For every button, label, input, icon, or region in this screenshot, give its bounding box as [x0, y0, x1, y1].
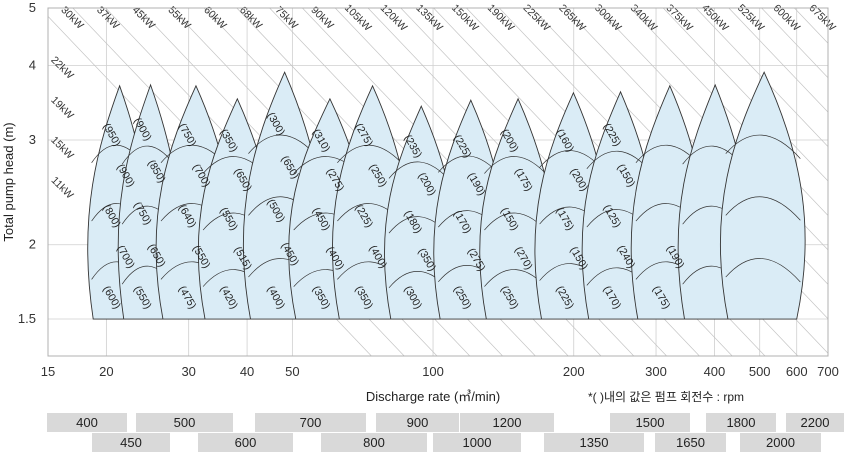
model-box: [544, 433, 644, 452]
speed-curve: [725, 258, 801, 283]
power-label: 135kW: [413, 2, 445, 34]
power-label: 15kW: [48, 134, 76, 162]
model-legend: 400 500 700 900 1200 1500 1800 2200 450 600 800 100…: [47, 413, 844, 452]
model-label: 2200: [801, 415, 830, 430]
model-label: 600: [235, 435, 257, 450]
power-label: 675kW: [806, 2, 838, 34]
model-box: [655, 433, 726, 452]
x-tick-label: 600: [786, 364, 808, 379]
y-tick-label: 4: [29, 58, 36, 73]
model-box: [786, 413, 844, 432]
model-label: 1000: [463, 435, 492, 450]
pump-region-2200: [719, 71, 806, 320]
model-label: 900: [407, 415, 429, 430]
model-label: 1800: [727, 415, 756, 430]
power-label: 105kW: [342, 2, 374, 34]
power-line: [728, 8, 828, 113]
speed-curve: [484, 156, 551, 179]
power-label: 600kW: [771, 2, 803, 34]
model-box: [433, 433, 521, 452]
x-tick-label: 15: [41, 364, 55, 379]
x-tick-label: 400: [704, 364, 726, 379]
model-label: 700: [300, 415, 322, 430]
model-label: 1200: [493, 415, 522, 430]
x-tick-label: 50: [285, 364, 299, 379]
x-tick-label: 40: [240, 364, 254, 379]
power-line: [662, 8, 828, 182]
power-label: 450kW: [699, 2, 731, 34]
model-box: [47, 413, 127, 432]
model-box: [460, 413, 554, 432]
model-box: [136, 413, 233, 432]
model-box: [706, 413, 776, 432]
x-tick-label: 200: [563, 364, 585, 379]
model-label: 450: [120, 435, 142, 450]
power-label: 300kW: [592, 2, 624, 34]
power-line: [761, 8, 828, 79]
speed-curve: [725, 134, 801, 159]
plot-frame: [47, 7, 829, 357]
model-box: [610, 413, 690, 432]
model-label: 1350: [580, 435, 609, 450]
model-label: 800: [363, 435, 385, 450]
power-label: 120kW: [378, 2, 410, 34]
pump-regions: [87, 71, 806, 320]
x-tick-label: 300: [645, 364, 667, 379]
model-label: 1650: [676, 435, 705, 450]
x-tick-label: 20: [99, 364, 113, 379]
x-tick-label: 100: [422, 364, 444, 379]
x-tick-label: 700: [817, 364, 839, 379]
x-tick-labels: 15 20 30 40 50 100 200 300 400 500 600 700: [41, 364, 839, 379]
y-tick-label: 2: [29, 237, 36, 252]
model-box: [92, 433, 170, 452]
model-box: [376, 413, 459, 432]
speed-curve: [725, 196, 801, 221]
y-tick-label: 1.5: [18, 311, 36, 326]
power-line: [826, 8, 828, 10]
model-box: [255, 413, 366, 432]
power-label: 375kW: [663, 2, 695, 34]
y-tick-labels: 1.5 2 3 4 5: [18, 0, 36, 326]
power-label: 225kW: [521, 2, 553, 34]
model-box: [321, 433, 427, 452]
power-label: 19kW: [48, 94, 76, 122]
power-label: 525kW: [735, 2, 767, 34]
power-label: 11kW: [49, 174, 76, 201]
x-axis-title: Discharge rate (㎥/min): [366, 389, 500, 404]
model-label: 400: [76, 415, 98, 430]
model-label: 2000: [766, 435, 795, 450]
model-box: [740, 433, 821, 452]
y-tick-label: 5: [29, 0, 36, 15]
y-axis-title: Total pump head (m): [1, 122, 16, 241]
power-label: 340kW: [628, 2, 660, 34]
rpm-note: *( )내의 값은 펌프 회전수 : rpm: [588, 390, 744, 404]
model-label: 1500: [636, 415, 665, 430]
x-tick-label: 30: [181, 364, 195, 379]
power-line: [695, 8, 828, 148]
power-label: 265kW: [556, 2, 588, 34]
x-tick-label: 500: [749, 364, 771, 379]
y-tick-label: 3: [29, 132, 36, 147]
power-label: 190kW: [485, 2, 517, 34]
model-box: [198, 433, 293, 452]
power-label: 22kW: [48, 54, 76, 82]
model-label: 500: [174, 415, 196, 430]
power-line: [630, 8, 828, 216]
speed-curve: [337, 144, 407, 168]
